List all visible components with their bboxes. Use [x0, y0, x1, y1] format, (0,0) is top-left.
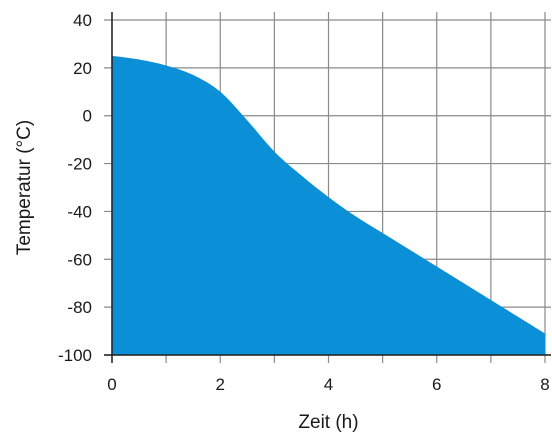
y-tick-label: -100	[58, 346, 92, 365]
temperature-area	[112, 55, 545, 356]
x-tick-label: 0	[107, 375, 116, 394]
x-tick-label: 4	[324, 375, 333, 394]
y-tick-label: 0	[83, 107, 92, 126]
y-tick-label: -80	[67, 298, 92, 317]
x-tick-label: 8	[540, 375, 549, 394]
y-tick-label: -60	[67, 250, 92, 269]
y-axis-title: Temperatur (°C)	[14, 120, 35, 255]
x-axis-title: Zeit (h)	[298, 412, 358, 433]
y-tick-label: 40	[73, 11, 92, 30]
y-tick-label: -20	[67, 155, 92, 174]
x-tick-label: 6	[432, 375, 441, 394]
y-tick-label: 20	[73, 59, 92, 78]
y-tick-labels: 40 20 0 -20 -40 -60 -80 -100	[58, 11, 92, 365]
axes	[104, 12, 551, 363]
x-tick-label: 2	[216, 375, 225, 394]
x-tick-labels: 0 2 4 6 8	[107, 375, 549, 394]
y-tick-label: -40	[67, 202, 92, 221]
